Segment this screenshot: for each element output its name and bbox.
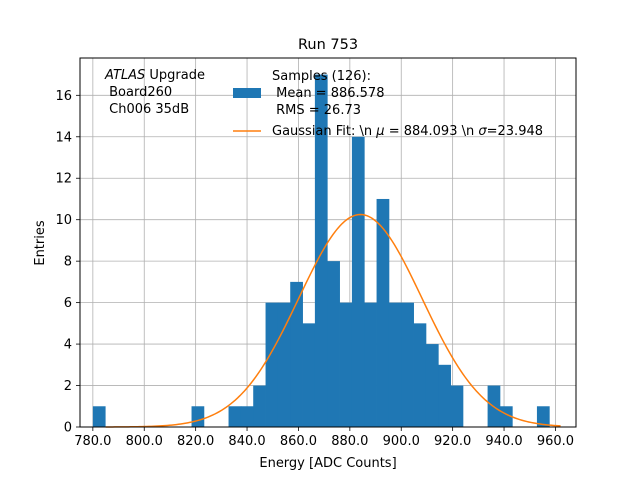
histogram-bar [364,302,377,427]
histogram-bar [438,364,451,427]
histogram-bar [376,198,390,427]
y-tick-label: 6 [64,296,72,311]
x-tick-label: 900.0 [383,434,420,449]
y-axis-ticks: 0 2 4 6 8 10 12 14 16 [55,89,80,436]
atlas-label: ATLAS [104,68,145,83]
upgrade-label: Upgrade [145,68,205,83]
histogram-bar [499,406,513,427]
legend: Samples (126): Mean = 886.578 RMS = 26.7… [233,69,543,139]
histogram-bar [536,406,550,427]
x-tick-label: 860.0 [280,434,317,449]
histogram-bar [302,323,316,427]
x-tick-label: 880.0 [331,434,368,449]
histogram-bars [92,74,550,428]
y-tick-label: 4 [64,338,72,353]
legend-mean-label: Mean = 886.578 [272,86,384,101]
y-tick-label: 10 [55,213,72,228]
histogram-bar [228,406,242,427]
histogram-bar [277,302,291,427]
histogram-bar [351,136,365,428]
legend-histogram-swatch [233,88,261,98]
histogram-bar [191,406,205,427]
plot-frame [79,57,577,428]
y-axis-label: Entries [33,220,48,266]
legend-samples-label: Samples (126): [272,69,371,84]
atlas-annotation: ATLAS Upgrade Board260 Ch006 35dB [104,68,205,117]
legend-fit-label: Gaussian Fit: \n μ = 884.093 \n σ=23.948 [272,124,543,139]
svg-text:ATLAS Upgrade: ATLAS Upgrade [104,68,205,83]
x-tick-label: 920.0 [434,434,471,449]
x-tick-label: 780.0 [74,434,111,449]
histogram-bar [290,281,303,427]
y-tick-label: 2 [64,379,72,394]
board-label: Board260 [105,85,172,100]
x-tick-label: 960.0 [537,434,574,449]
x-tick-label: 940.0 [485,434,522,449]
channel-label: Ch006 35dB [105,102,189,117]
histogram-bar [401,302,414,427]
histogram-bar [450,385,464,427]
x-tick-label: 800.0 [126,434,163,449]
histogram-bar [265,302,279,427]
x-axis-ticks: 780.0 800.0 820.0 840.0 860.0 880.0 900.0 920.0… [74,427,574,449]
y-tick-label: 12 [55,172,72,187]
gaussian-fit-line [105,213,561,428]
histogram-bar [253,385,266,427]
histogram-bar [425,344,439,427]
histogram-bar [314,74,328,428]
y-tick-label: 14 [55,130,72,145]
histogram-bar [327,261,340,427]
histogram-bar [92,406,106,427]
x-tick-label: 840.0 [228,434,265,449]
histogram-bar [413,323,427,427]
histogram-bar [388,302,402,427]
y-tick-label: 8 [64,255,72,270]
histogram-bar [339,302,353,427]
x-tick-label: 820.0 [177,434,214,449]
histogram-bar [240,406,254,427]
legend-rms-label: RMS = 26.73 [272,103,361,118]
chart-title: Run 753 [298,37,358,53]
y-tick-label: 0 [64,421,72,436]
x-axis-label: Energy [ADC Counts] [259,456,396,471]
y-tick-label: 16 [55,89,72,104]
